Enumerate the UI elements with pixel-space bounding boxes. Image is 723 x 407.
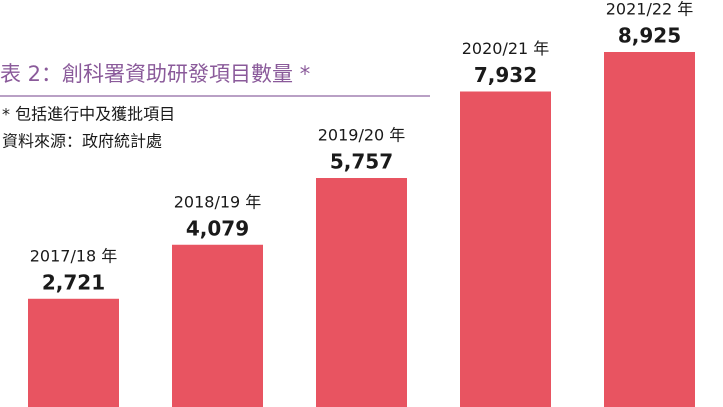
value-label: 4,079 — [186, 216, 249, 240]
bar — [172, 244, 263, 407]
category-label: 2019/20 年 — [318, 126, 406, 145]
value-label: 2,721 — [42, 270, 105, 294]
bar — [316, 178, 407, 407]
bar — [460, 91, 551, 407]
value-label: 5,757 — [330, 150, 393, 174]
note: * 包括進行中及獲批項目 — [2, 105, 175, 124]
value-label: 7,932 — [474, 63, 537, 87]
bar — [28, 298, 119, 407]
category-label: 2017/18 年 — [30, 246, 118, 265]
category-label: 2020/21 年 — [462, 39, 550, 58]
value-label: 8,925 — [618, 24, 681, 48]
bar — [604, 52, 695, 407]
note: 資料來源：政府統計處 — [2, 132, 162, 151]
chart-title: 表 2：創科署資助研發項目數量 * — [0, 62, 310, 86]
category-label: 2018/19 年 — [174, 192, 262, 211]
category-label: 2021/22 年 — [606, 0, 694, 19]
